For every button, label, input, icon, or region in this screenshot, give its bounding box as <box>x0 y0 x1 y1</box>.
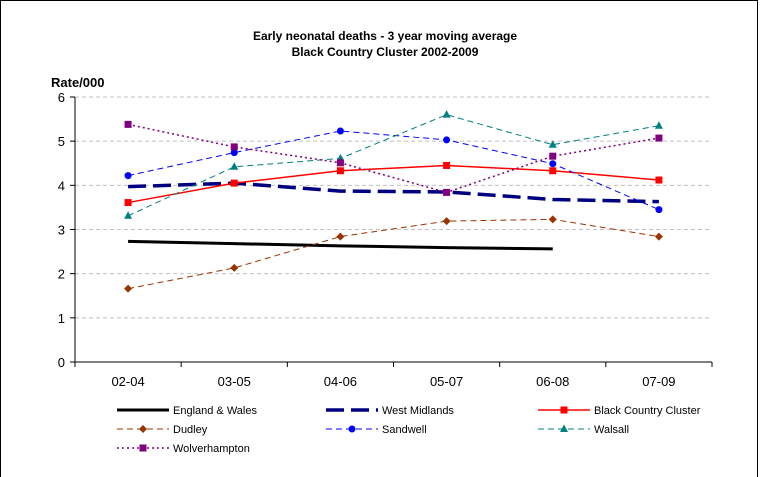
series-black-country-cluster <box>124 161 663 207</box>
series-line <box>127 114 660 217</box>
legend-marker <box>560 424 568 432</box>
legend-marker <box>139 425 147 433</box>
data-point <box>549 167 557 175</box>
data-point <box>124 284 133 293</box>
series-line <box>128 239 553 251</box>
legend-item: Dudley <box>117 424 208 436</box>
data-point <box>548 215 557 224</box>
y-tick-label: 4 <box>58 178 65 193</box>
y-tick-label: 3 <box>58 223 65 238</box>
data-point <box>230 179 238 187</box>
data-point <box>230 162 239 170</box>
legend-item: England & Wales <box>117 405 257 417</box>
x-tick-label: 07-09 <box>642 374 675 389</box>
data-point <box>336 159 344 167</box>
series-line <box>127 123 660 194</box>
legend-item: West Midlands <box>326 405 454 417</box>
data-point <box>124 199 132 207</box>
data-point <box>655 206 663 214</box>
x-tick-label: 05-07 <box>430 374 463 389</box>
data-point <box>549 160 557 168</box>
legend-label: Wolverhampton <box>173 443 250 455</box>
x-tick-label: 03-05 <box>218 374 251 389</box>
series-line <box>127 218 659 290</box>
y-tick-label: 6 <box>58 90 65 105</box>
legend-label: England & Wales <box>173 405 257 417</box>
series-england-wales <box>128 239 553 251</box>
series-walsall <box>124 110 663 219</box>
legend-marker <box>139 444 147 452</box>
data-point <box>443 161 451 169</box>
legend: England & Wales West Midlands Black Countr… <box>117 405 701 455</box>
data-point <box>124 211 133 219</box>
data-point <box>548 140 557 148</box>
data-point <box>442 110 451 118</box>
legend-marker <box>348 425 356 433</box>
legend-label: West Midlands <box>382 405 454 417</box>
data-point <box>230 143 238 151</box>
chart-title: Early neonatal deaths - 3 year moving av… <box>253 29 517 43</box>
data-point <box>549 152 557 160</box>
data-point <box>336 167 344 175</box>
x-tick-label: 02-04 <box>111 374 144 389</box>
series-dudley <box>124 215 663 293</box>
series-west-midlands <box>128 181 659 204</box>
data-point <box>442 217 451 226</box>
data-point <box>443 188 451 196</box>
data-point <box>336 232 345 241</box>
data-point <box>654 121 663 129</box>
legend-label: Dudley <box>173 424 208 436</box>
series-line <box>127 130 660 211</box>
legend-label: Walsall <box>594 424 629 436</box>
series-wolverhampton <box>124 120 663 196</box>
legend-marker <box>560 406 568 414</box>
series-sandwell <box>124 127 663 214</box>
data-point <box>230 149 238 157</box>
x-tick-label: 04-06 <box>324 374 357 389</box>
y-tick-label: 1 <box>58 311 65 326</box>
data-point <box>124 172 132 180</box>
y-tick-label: 5 <box>58 134 65 149</box>
legend-label: Sandwell <box>382 424 427 436</box>
legend-item: Black Country Cluster <box>538 405 701 417</box>
x-tick-label: 06-08 <box>536 374 569 389</box>
legend-item: Walsall <box>538 424 629 436</box>
legend-label: Black Country Cluster <box>594 405 701 417</box>
y-tick-label: 2 <box>58 267 65 282</box>
data-point <box>336 127 344 135</box>
series-line <box>127 164 659 204</box>
axes: 0 1 2 3 4 5 6 02-04 03-05 04-06 05-07 06-08 07-09 <box>58 90 713 389</box>
chart-subtitle: Black Country Cluster 2002-2009 <box>292 45 479 59</box>
data-point <box>124 120 132 128</box>
y-tick-label: 0 <box>58 355 65 370</box>
data-point <box>230 263 239 272</box>
data-point <box>654 232 663 241</box>
data-point <box>655 134 663 142</box>
legend-item: Wolverhampton <box>117 443 250 455</box>
data-point <box>443 136 451 144</box>
legend-item: Sandwell <box>326 424 427 436</box>
data-point <box>655 176 663 184</box>
series-layer <box>124 110 663 293</box>
series-line <box>128 181 659 204</box>
y-axis-label: Rate/000 <box>51 75 104 90</box>
gridlines <box>75 96 712 319</box>
